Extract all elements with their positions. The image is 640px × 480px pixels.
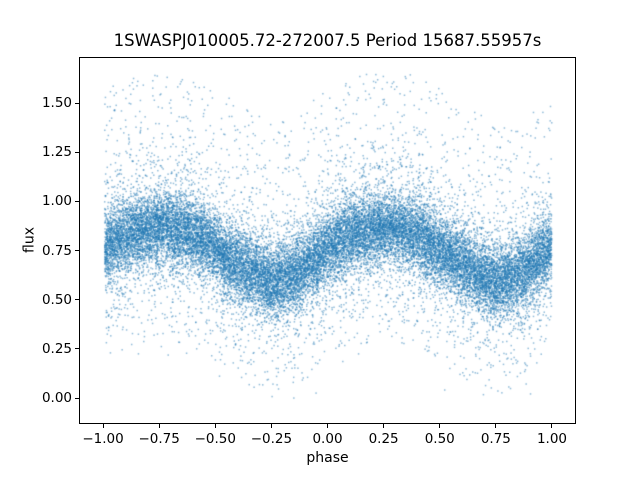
- x-tick-mark: [439, 424, 441, 428]
- x-tick-mark: [551, 424, 553, 428]
- y-tick-mark: [75, 200, 79, 202]
- x-tick-label: −1.00: [82, 431, 124, 447]
- x-tick-mark: [327, 424, 328, 428]
- x-tick-label: 0.00: [312, 431, 343, 447]
- y-tick-label: 0.25: [41, 340, 72, 357]
- y-tick-mark: [75, 397, 79, 399]
- y-tick-label: 0.75: [41, 242, 72, 259]
- x-axis-label: phase: [306, 450, 349, 466]
- x-tick-label: 0.75: [480, 431, 511, 447]
- x-tick-label: −0.50: [194, 431, 236, 447]
- y-tick-mark: [75, 348, 79, 350]
- chart-title: 1SWASPJ010005.72-272007.5 Period 15687.5…: [113, 31, 542, 50]
- x-tick-mark: [102, 424, 104, 428]
- y-tick-mark: [75, 299, 79, 301]
- x-tick-label: −0.75: [138, 431, 180, 447]
- y-tick-mark: [75, 102, 79, 104]
- x-tick-label: 1.00: [536, 431, 567, 447]
- scatter-points-canvas: [80, 58, 575, 423]
- plot-area: [79, 57, 576, 424]
- y-tick-label: 0.00: [41, 390, 72, 407]
- x-tick-label: −0.25: [250, 431, 293, 447]
- x-tick-mark: [270, 424, 272, 428]
- y-tick-mark: [75, 250, 79, 252]
- x-tick-mark: [383, 424, 385, 428]
- y-tick-mark: [75, 151, 79, 153]
- y-tick-label: 1.25: [41, 144, 72, 161]
- x-tick-label: 0.25: [368, 431, 399, 447]
- x-tick-label: 0.50: [424, 431, 455, 447]
- y-tick-label: 0.50: [41, 291, 72, 308]
- y-tick-label: 1.00: [41, 193, 72, 210]
- x-tick-mark: [158, 424, 160, 428]
- x-tick-mark: [214, 424, 216, 428]
- y-tick-label: 1.50: [41, 95, 72, 112]
- x-tick-mark: [495, 424, 497, 428]
